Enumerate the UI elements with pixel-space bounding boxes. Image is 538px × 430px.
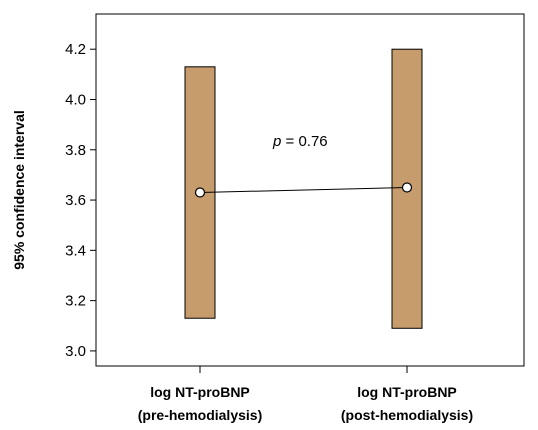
x-categories: log NT-proBNP (pre-hemodialysis) log NT-pr… — [138, 366, 473, 423]
y-tick-label: 4.0 — [65, 91, 86, 108]
y-ticks: 3.0 3.2 3.4 3.6 3.8 4.0 4.2 — [65, 41, 96, 360]
ci-bars — [184, 48, 423, 329]
mean-points — [194, 182, 413, 198]
x-category-label-line1: log NT-proBNP — [150, 384, 250, 400]
plot-frame — [95, 13, 525, 367]
y-axis-label: 95% confidence interval — [11, 110, 27, 270]
x-category-label-line1: log NT-proBNP — [357, 384, 457, 400]
y-tick-label: 3.2 — [65, 293, 86, 310]
p-symbol: p — [272, 133, 281, 150]
x-category-label-line2: (pre-hemodialysis) — [138, 407, 262, 423]
ci-bar-2 — [391, 48, 423, 329]
y-tick-label: 3.0 — [65, 343, 86, 360]
mean-point-1 — [194, 187, 206, 198]
y-tick-label: 3.8 — [65, 142, 86, 159]
p-value: = 0.76 — [281, 133, 327, 150]
mean-point-2 — [401, 182, 413, 193]
y-tick-label: 3.4 — [65, 242, 86, 259]
y-tick-label: 3.6 — [65, 192, 86, 209]
x-category-label-line2: (post-hemodialysis) — [341, 407, 473, 423]
mean-connector — [199, 186, 408, 194]
y-tick-label: 4.2 — [65, 41, 86, 58]
p-value-annotation: p = 0.76 — [272, 133, 328, 150]
axes — [95, 13, 525, 367]
